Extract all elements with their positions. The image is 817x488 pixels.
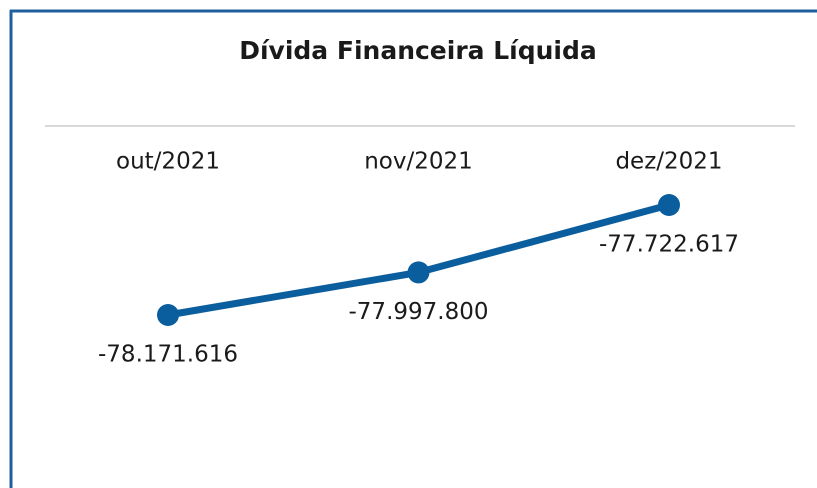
point (658, 194, 680, 216)
x-tick-label: dez/2021 (615, 149, 722, 175)
chart-title: Dívida Financeira Líquida (239, 36, 597, 65)
x-tick-label: out/2021 (116, 149, 220, 175)
value-label: -77.997.800 (349, 299, 489, 325)
x-tick-label: nov/2021 (364, 149, 473, 175)
value-label: -78.171.616 (98, 342, 238, 368)
point (407, 261, 430, 284)
point (157, 304, 179, 326)
value-label: -77.722.617 (599, 232, 739, 258)
